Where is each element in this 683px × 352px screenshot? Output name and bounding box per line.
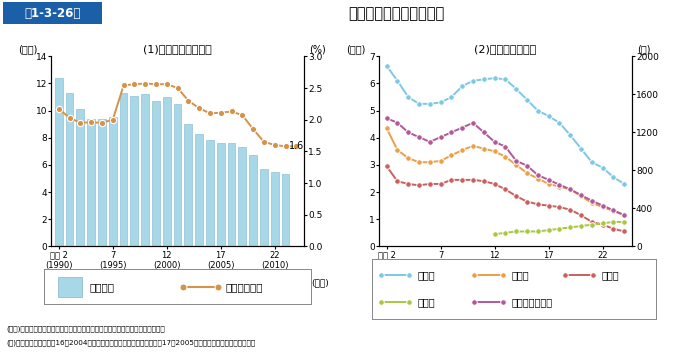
Text: (人): (人) <box>637 44 650 55</box>
Title: (2)学年別中退者数: (2)学年別中退者数 <box>474 44 537 54</box>
Text: 単位制: 単位制 <box>417 297 435 307</box>
Bar <box>87 119 95 246</box>
Bar <box>163 97 171 246</box>
Bar <box>76 109 84 246</box>
Bar <box>98 119 106 246</box>
Bar <box>238 147 247 246</box>
Text: 中退者数: 中退者数 <box>89 282 115 292</box>
Text: 1.6: 1.6 <box>289 141 304 151</box>
Bar <box>249 156 257 246</box>
Bar <box>66 93 74 246</box>
Text: (出典)　文部科学者「児童生徒の問題行動等生徒指導上の諸問題に関する調査」: (出典) 文部科学者「児童生徒の問題行動等生徒指導上の諸問題に関する調査」 <box>7 326 165 332</box>
Bar <box>260 169 268 246</box>
Bar <box>206 140 214 246</box>
Text: (注)　調査対象は、平成16（2004）年度までは公・私立高等学校、平成17（2005）年度から国公私立高等学校。: (注) 調査対象は、平成16（2004）年度までは公・私立高等学校、平成17（2… <box>7 340 256 346</box>
Text: ㇗1-3-26図: ㇗1-3-26図 <box>25 7 81 20</box>
Text: ４年生（右軸）: ４年生（右軸） <box>511 297 553 307</box>
Text: 中退率（％）: 中退率（％） <box>225 282 263 292</box>
Text: (年度): (年度) <box>311 279 329 288</box>
Text: １年生: １年生 <box>417 270 435 280</box>
Bar <box>109 118 117 246</box>
Bar <box>141 94 149 246</box>
Text: (万人): (万人) <box>18 44 38 55</box>
Bar <box>281 175 290 246</box>
Bar <box>195 134 203 246</box>
Bar <box>184 124 193 246</box>
Bar <box>271 172 279 246</box>
Bar <box>173 104 182 246</box>
Bar <box>120 93 128 246</box>
Title: (1)中退者数と中退率: (1)中退者数と中退率 <box>143 44 212 54</box>
Text: 高校における中途退学者: 高校における中途退学者 <box>348 6 444 21</box>
Bar <box>130 96 138 246</box>
Text: (年度): (年度) <box>639 279 657 288</box>
Text: (万人): (万人) <box>346 44 365 55</box>
Bar <box>57 277 82 297</box>
FancyBboxPatch shape <box>3 2 102 24</box>
Text: ３年生: ３年生 <box>602 270 619 280</box>
Bar <box>55 78 63 246</box>
Text: ２年生: ２年生 <box>511 270 529 280</box>
Bar <box>152 101 160 246</box>
Bar <box>227 143 236 246</box>
Bar <box>217 143 225 246</box>
Text: (%): (%) <box>309 44 326 55</box>
